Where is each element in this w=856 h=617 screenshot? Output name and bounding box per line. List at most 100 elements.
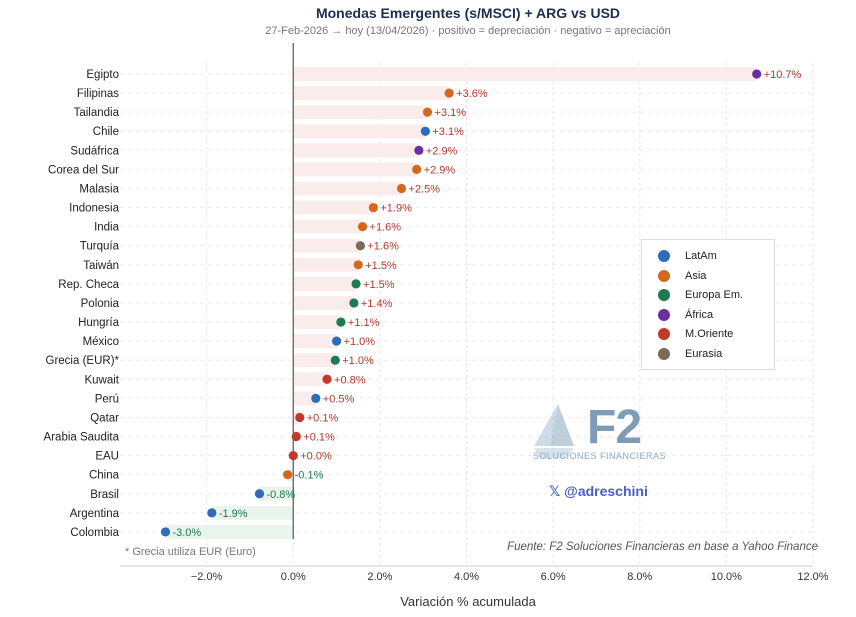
category-label: Brasil xyxy=(90,489,119,501)
data-label: +1.0% xyxy=(342,355,374,367)
data-point xyxy=(357,222,368,232)
data-point xyxy=(330,355,340,365)
category-label: Grecia (EUR)* xyxy=(46,355,120,367)
footnote: * Grecia utiliza EUR (Euro) xyxy=(125,546,256,558)
bar xyxy=(293,391,316,406)
legend-dot-africa xyxy=(658,309,670,321)
legend-label: Asia xyxy=(685,270,707,282)
x-tick-label: 0.0% xyxy=(281,571,306,583)
bar xyxy=(293,105,428,120)
data-label: +0.8% xyxy=(334,374,366,386)
legend-dot-eurasia xyxy=(658,348,670,360)
data-point xyxy=(295,412,305,423)
bar xyxy=(293,334,337,349)
category-label: Colombia xyxy=(70,527,119,539)
data-point xyxy=(353,260,363,270)
bar xyxy=(293,353,336,368)
data-label: +0.5% xyxy=(323,393,355,405)
data-label: +1.5% xyxy=(363,279,395,291)
data-label: +0.0% xyxy=(300,451,332,463)
legend-dot-asia xyxy=(658,270,670,282)
category-label: Kuwait xyxy=(84,374,119,386)
category-label: Argentina xyxy=(70,508,120,520)
watermark-tagline: SOLUCIONES FINANCIERAS xyxy=(533,451,667,461)
bar xyxy=(165,524,294,539)
legend-label: África xyxy=(685,309,714,321)
bar xyxy=(293,124,426,139)
legend-dot-moriente xyxy=(658,328,670,340)
data-point xyxy=(414,145,424,155)
data-label: +3.1% xyxy=(435,107,467,119)
data-label: -3.0% xyxy=(172,527,201,539)
x-axis-label: Variación % acumulada xyxy=(400,594,536,609)
bar xyxy=(259,486,294,501)
category-label: China xyxy=(89,470,120,482)
data-point xyxy=(368,202,378,213)
chart-title: Monedas Emergentes (s/MSCI) + ARG vs USD xyxy=(315,5,621,21)
data-point xyxy=(444,88,454,98)
data-label: +2.5% xyxy=(409,183,441,195)
legend-dot-latam xyxy=(658,250,670,262)
bar xyxy=(293,219,363,234)
bar xyxy=(293,315,341,330)
legend-label: LatAm xyxy=(685,250,717,262)
data-point xyxy=(322,374,332,384)
x-tick-label: 2.0% xyxy=(367,571,392,583)
social-handle[interactable]: 𝕏 @adreschini xyxy=(549,483,648,499)
bar xyxy=(293,181,402,196)
data-label: +1.6% xyxy=(370,222,402,234)
source-note: Fuente: F2 Soluciones Financieras en bas… xyxy=(507,541,818,553)
category-label: Filipinas xyxy=(77,88,119,100)
legend-item-latam: LatAm xyxy=(658,249,717,263)
bar xyxy=(211,505,294,520)
data-label: +1.0% xyxy=(344,336,376,348)
legend-label: M.Oriente xyxy=(685,328,734,340)
data-label: +3.1% xyxy=(432,126,464,138)
data-point xyxy=(336,317,346,327)
legend-label: Eurasia xyxy=(685,348,723,360)
legend-dot-europa xyxy=(658,289,670,301)
bar xyxy=(293,238,361,253)
data-point xyxy=(291,431,301,442)
legend-item-africa: África xyxy=(658,308,713,322)
legend: LatAm Asia Europa Em. África M.Oriente E… xyxy=(641,239,775,370)
category-label: Corea del Sur xyxy=(48,164,119,176)
category-label: Perú xyxy=(95,393,119,405)
data-label: +10.7% xyxy=(764,69,802,81)
category-label: EAU xyxy=(95,451,119,463)
data-label: +1.6% xyxy=(367,241,399,253)
data-label: +1.5% xyxy=(365,260,397,272)
watermark-brand: F2 xyxy=(587,401,642,454)
category-label: Taiwán xyxy=(83,260,119,272)
data-label: +0.1% xyxy=(303,432,335,444)
bar xyxy=(293,86,450,101)
data-label: -1.9% xyxy=(219,508,248,520)
data-point xyxy=(331,336,342,346)
data-point xyxy=(288,451,298,461)
bar xyxy=(293,276,357,291)
category-label: Malasia xyxy=(79,183,119,195)
legend-item-europa: Europa Em. xyxy=(658,288,743,302)
x-tick-label: 4.0% xyxy=(454,571,479,583)
bar xyxy=(293,143,419,158)
data-label: +0.1% xyxy=(307,412,339,424)
data-point xyxy=(160,527,171,537)
bar xyxy=(293,200,374,215)
category-label: Arabia Saudita xyxy=(44,432,120,444)
category-label: Qatar xyxy=(90,412,119,424)
category-label: Egipto xyxy=(86,69,119,81)
x-tick-label: 12.0% xyxy=(797,571,828,583)
x-tick-label: −2.0% xyxy=(191,571,223,583)
data-point xyxy=(283,470,293,480)
data-point xyxy=(254,489,265,499)
category-label: India xyxy=(94,222,120,234)
data-point xyxy=(355,241,365,251)
category-label: Polonia xyxy=(81,298,120,310)
legend-item-asia: Asia xyxy=(658,269,706,283)
category-label: Rep. Checa xyxy=(58,279,119,291)
category-label: Sudáfrica xyxy=(70,145,119,157)
x-tick-label: 8.0% xyxy=(627,571,652,583)
x-tick-label: 10.0% xyxy=(711,571,742,583)
data-point xyxy=(351,279,361,289)
legend-item-moriente: M.Oriente xyxy=(658,327,733,341)
